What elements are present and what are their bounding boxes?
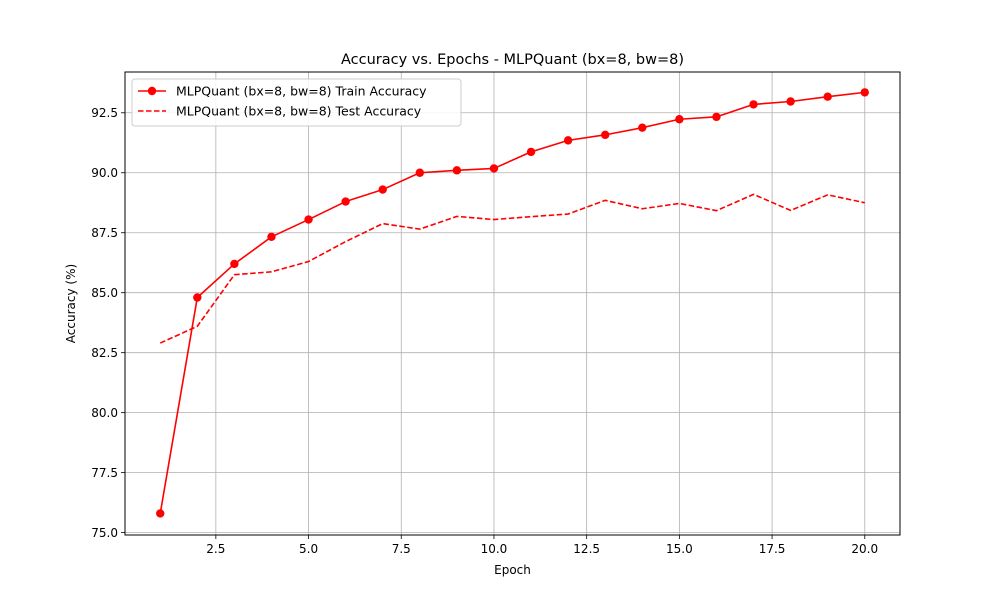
train-accuracy-point — [415, 168, 424, 177]
x-axis-label: Epoch — [494, 563, 531, 577]
x-tick-label: 15.0 — [666, 542, 693, 556]
legend: MLPQuant (bx=8, bw=8) Train Accuracy MLP… — [131, 78, 462, 127]
train-accuracy-point — [786, 97, 795, 106]
y-tick-label: 85.0 — [91, 286, 118, 300]
train-accuracy-point — [601, 130, 610, 140]
y-tick-label: 80.0 — [91, 406, 118, 420]
y-axis-label: Accuracy (%) — [64, 264, 78, 343]
train-accuracy-line — [159, 91, 865, 514]
test-accuracy-line — [159, 193, 865, 344]
train-accuracy-point — [860, 88, 869, 97]
train-accuracy-point — [489, 164, 499, 173]
y-tick-label: 82.5 — [91, 346, 118, 360]
y-tick-label: 90.0 — [91, 166, 118, 180]
train-accuracy-point — [156, 509, 165, 518]
x-axis: 2.5 5.0 7.5 10.0 12.5 15.0 17.5 20.0 — [206, 535, 878, 556]
x-tick-label: 7.5 — [392, 542, 411, 556]
legend-test-label: MLPQuant (bx=8, bw=8) Test Accuracy — [176, 104, 422, 119]
train-accuracy-point — [193, 293, 202, 302]
y-tick-label: 87.5 — [91, 226, 118, 240]
series-layer — [156, 88, 869, 518]
train-accuracy-point — [749, 100, 758, 109]
train-accuracy-point — [675, 115, 684, 124]
y-tick-label: 77.5 — [91, 466, 118, 480]
legend-train-marker — [147, 86, 157, 96]
train-accuracy-point — [823, 92, 832, 101]
grid — [125, 72, 900, 535]
train-accuracy-point — [304, 215, 313, 224]
train-accuracy-point — [230, 259, 239, 269]
train-accuracy-point — [712, 112, 721, 122]
y-axis: 75.0 77.5 80.0 82.5 85.0 87.5 90.0 92.5 — [91, 106, 125, 540]
x-tick-label: 10.0 — [481, 542, 508, 556]
train-accuracy-point — [638, 123, 647, 132]
train-accuracy-point — [378, 185, 387, 194]
x-tick-label: 5.0 — [299, 542, 318, 556]
train-accuracy-point — [267, 232, 276, 242]
train-accuracy-point — [341, 197, 350, 206]
train-accuracy-point — [526, 147, 536, 157]
plot-frame — [124, 71, 901, 536]
train-accuracy-point — [563, 136, 573, 145]
x-tick-label: 20.0 — [851, 542, 878, 556]
chart-title: Accuracy vs. Epochs - MLPQuant (bx=8, bw… — [341, 52, 684, 68]
x-tick-label: 2.5 — [206, 542, 225, 556]
train-accuracy-point — [452, 166, 462, 175]
y-tick-label: 92.5 — [91, 106, 118, 120]
y-tick-label: 75.0 — [91, 526, 118, 540]
legend-box — [131, 78, 462, 127]
x-tick-label: 12.5 — [573, 542, 600, 556]
x-tick-label: 17.5 — [759, 542, 786, 556]
legend-train-label: MLPQuant (bx=8, bw=8) Train Accuracy — [176, 84, 427, 99]
